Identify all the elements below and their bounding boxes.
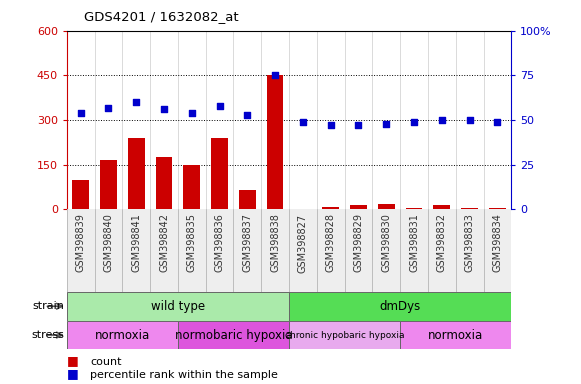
- Bar: [156, 157, 173, 209]
- Bar: [261, 209, 289, 292]
- Bar: [239, 190, 256, 209]
- Bar: [433, 205, 450, 209]
- Bar: [206, 209, 234, 292]
- Bar: [73, 180, 89, 209]
- Bar: [400, 209, 428, 292]
- Bar: [456, 209, 483, 292]
- Bar: [150, 209, 178, 292]
- Bar: [267, 75, 284, 209]
- Text: GSM398827: GSM398827: [298, 214, 308, 273]
- Text: count: count: [90, 357, 121, 367]
- Point: [298, 119, 307, 125]
- Text: GSM398833: GSM398833: [465, 214, 475, 272]
- Text: GSM398839: GSM398839: [76, 214, 86, 272]
- Bar: [178, 209, 206, 292]
- Text: GSM398831: GSM398831: [409, 214, 419, 272]
- Point: [271, 72, 280, 78]
- Text: wild type: wild type: [151, 300, 205, 313]
- Bar: [378, 204, 394, 209]
- Point: [465, 117, 474, 123]
- Bar: [289, 292, 511, 321]
- Point: [326, 122, 335, 128]
- Text: GSM398828: GSM398828: [326, 214, 336, 272]
- Text: GSM398834: GSM398834: [492, 214, 503, 272]
- Point: [159, 106, 168, 113]
- Text: GSM398829: GSM398829: [353, 214, 364, 272]
- Bar: [289, 321, 400, 349]
- Text: percentile rank within the sample: percentile rank within the sample: [90, 370, 278, 380]
- Point: [354, 122, 363, 128]
- Text: chronic hypobaric hypoxia: chronic hypobaric hypoxia: [285, 331, 404, 339]
- Text: GSM398832: GSM398832: [437, 214, 447, 272]
- Point: [437, 117, 446, 123]
- Bar: [100, 160, 117, 209]
- Point: [104, 104, 113, 111]
- Text: normoxia: normoxia: [428, 329, 483, 341]
- Bar: [322, 207, 339, 209]
- Text: GSM398842: GSM398842: [159, 214, 169, 272]
- Text: GDS4201 / 1632082_at: GDS4201 / 1632082_at: [84, 10, 239, 23]
- Bar: [289, 209, 317, 292]
- Text: GSM398838: GSM398838: [270, 214, 280, 272]
- Text: ■: ■: [67, 354, 78, 367]
- Point: [410, 119, 419, 125]
- Bar: [234, 209, 261, 292]
- Bar: [184, 165, 200, 209]
- Bar: [483, 209, 511, 292]
- Text: GSM398835: GSM398835: [187, 214, 197, 272]
- Bar: [345, 209, 372, 292]
- Text: GSM398840: GSM398840: [103, 214, 113, 272]
- Bar: [350, 205, 367, 209]
- Point: [76, 110, 85, 116]
- Bar: [123, 209, 150, 292]
- Bar: [461, 208, 478, 209]
- Text: GSM398830: GSM398830: [381, 214, 391, 272]
- Bar: [178, 321, 289, 349]
- Bar: [428, 209, 456, 292]
- Text: strain: strain: [32, 301, 64, 311]
- Bar: [67, 209, 95, 292]
- Text: GSM398841: GSM398841: [131, 214, 141, 272]
- Bar: [67, 292, 289, 321]
- Bar: [67, 321, 178, 349]
- Point: [243, 112, 252, 118]
- Bar: [317, 209, 345, 292]
- Bar: [211, 138, 228, 209]
- Text: ■: ■: [67, 367, 78, 380]
- Text: GSM398836: GSM398836: [214, 214, 225, 272]
- Bar: [400, 321, 511, 349]
- Point: [493, 119, 502, 125]
- Text: stress: stress: [31, 330, 64, 340]
- Bar: [95, 209, 123, 292]
- Text: normobaric hypoxia: normobaric hypoxia: [175, 329, 292, 341]
- Text: normoxia: normoxia: [95, 329, 150, 341]
- Text: GSM398837: GSM398837: [242, 214, 252, 272]
- Point: [215, 103, 224, 109]
- Bar: [128, 138, 145, 209]
- Bar: [372, 209, 400, 292]
- Point: [187, 110, 196, 116]
- Point: [132, 99, 141, 105]
- Text: dmDys: dmDys: [379, 300, 421, 313]
- Point: [382, 121, 391, 127]
